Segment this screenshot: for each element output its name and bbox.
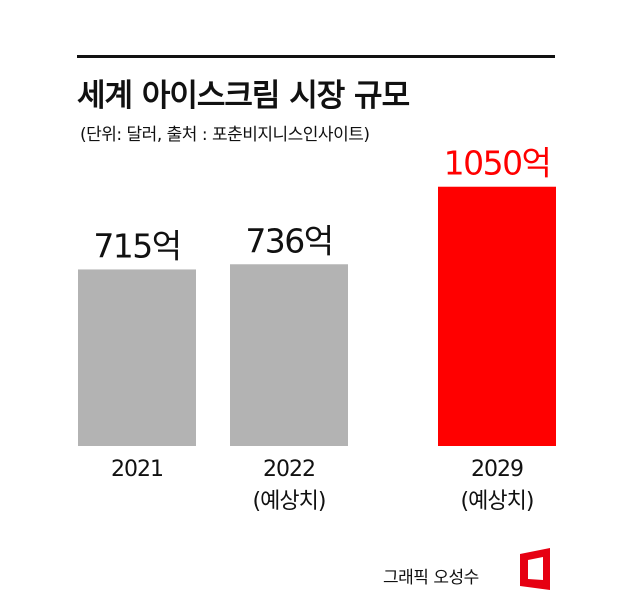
- value-label-2021: 715억: [93, 226, 180, 265]
- bar-2029: [438, 186, 556, 446]
- chart-subtitle: (단위: 달러, 출처 : 포춘비지니스인사이트): [80, 125, 370, 145]
- value-label-2022: 736억: [245, 221, 332, 260]
- top-rule: [77, 55, 555, 58]
- chart-title: 세계 아이스크림 시장 규모: [77, 78, 410, 114]
- graphic-credit: 그래픽 오성수: [383, 568, 479, 588]
- bar-2022: [230, 264, 348, 446]
- category-note-2022: (예상치): [253, 489, 326, 514]
- category-label-2021: 2021: [111, 457, 163, 482]
- value-label-2029: 1050억: [444, 144, 551, 183]
- category-note-2029: (예상치): [461, 489, 534, 514]
- bar-2021: [78, 269, 196, 446]
- category-label-2022: 2022: [263, 457, 315, 482]
- category-label-2029: 2029: [471, 457, 523, 482]
- newspaper-logo-icon: [520, 548, 550, 590]
